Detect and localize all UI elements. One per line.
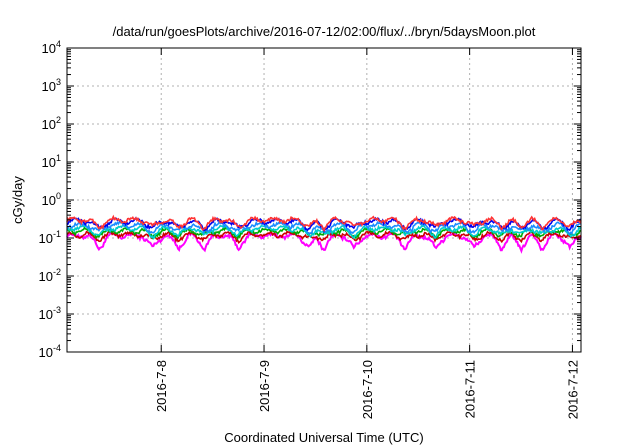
x-axis: 2016-7-8 2016-7-9 2016-7-10 2016-7-11 2016-7… [154,48,580,419]
y-tick-label: 10-4 [39,343,61,360]
y-tick-label: 101 [42,153,61,170]
y-tick-label: 10-1 [39,229,61,246]
y-tick-label: 100 [42,191,61,208]
y-tick-label: 104 [42,39,61,56]
y-axis: 10-4 10-3 10-2 10-1 100 101 102 103 104 [39,39,581,360]
y-axis-label: cGy/day [10,176,25,224]
series-line [66,214,582,233]
chart-title: /data/run/goesPlots/archive/2016-07-12/0… [113,24,536,39]
y-tick-label: 10-3 [39,305,61,322]
y-tick-label: 10-2 [39,267,61,284]
series-group [66,214,582,254]
series-line [66,231,582,254]
grid [67,48,581,352]
x-tick-label: 2016-7-9 [257,360,272,412]
x-tick-label: 2016-7-12 [565,360,580,419]
y-tick-label: 103 [42,77,61,94]
x-axis-label: Coordinated Universal Time (UTC) [224,430,423,445]
x-tick-label: 2016-7-8 [154,360,169,412]
x-tick-label: 2016-7-10 [360,360,375,419]
y-tick-label: 102 [42,115,61,132]
x-tick-label: 2016-7-11 [463,360,478,418]
